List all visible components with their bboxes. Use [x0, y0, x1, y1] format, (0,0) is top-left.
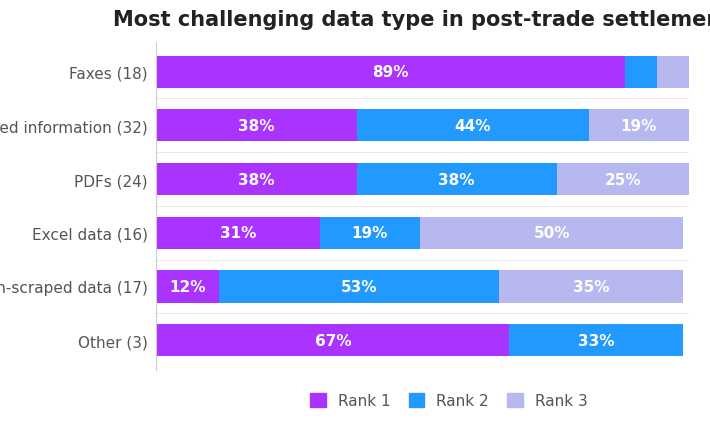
Bar: [557, 163, 689, 196]
Bar: [356, 163, 557, 196]
Text: 89%: 89%: [373, 65, 409, 80]
Bar: [589, 110, 689, 142]
Text: 35%: 35%: [573, 279, 609, 294]
Text: 38%: 38%: [238, 119, 275, 134]
Text: 12%: 12%: [170, 279, 206, 294]
Text: 50%: 50%: [533, 226, 570, 241]
Bar: [156, 56, 626, 89]
Bar: [156, 163, 356, 196]
Bar: [156, 217, 320, 249]
Bar: [219, 271, 499, 303]
Text: 25%: 25%: [604, 172, 641, 187]
Text: 31%: 31%: [219, 226, 256, 241]
Text: 38%: 38%: [238, 172, 275, 187]
Bar: [510, 324, 684, 356]
Bar: [499, 271, 684, 303]
Bar: [626, 56, 657, 89]
Bar: [156, 271, 219, 303]
Text: 19%: 19%: [351, 226, 388, 241]
Text: 67%: 67%: [315, 333, 351, 348]
Bar: [320, 217, 420, 249]
Legend: Rank 1, Rank 2, Rank 3: Rank 1, Rank 2, Rank 3: [305, 387, 594, 415]
Text: 33%: 33%: [578, 333, 615, 348]
Bar: [356, 110, 589, 142]
Text: 44%: 44%: [454, 119, 491, 134]
Bar: [156, 324, 510, 356]
Text: 19%: 19%: [621, 119, 657, 134]
Text: 38%: 38%: [439, 172, 475, 187]
Title: Most challenging data type in post-trade settlement: Most challenging data type in post-trade…: [114, 10, 710, 31]
Bar: [657, 56, 689, 89]
Text: 53%: 53%: [341, 279, 378, 294]
Bar: [156, 110, 356, 142]
Bar: [420, 217, 684, 249]
